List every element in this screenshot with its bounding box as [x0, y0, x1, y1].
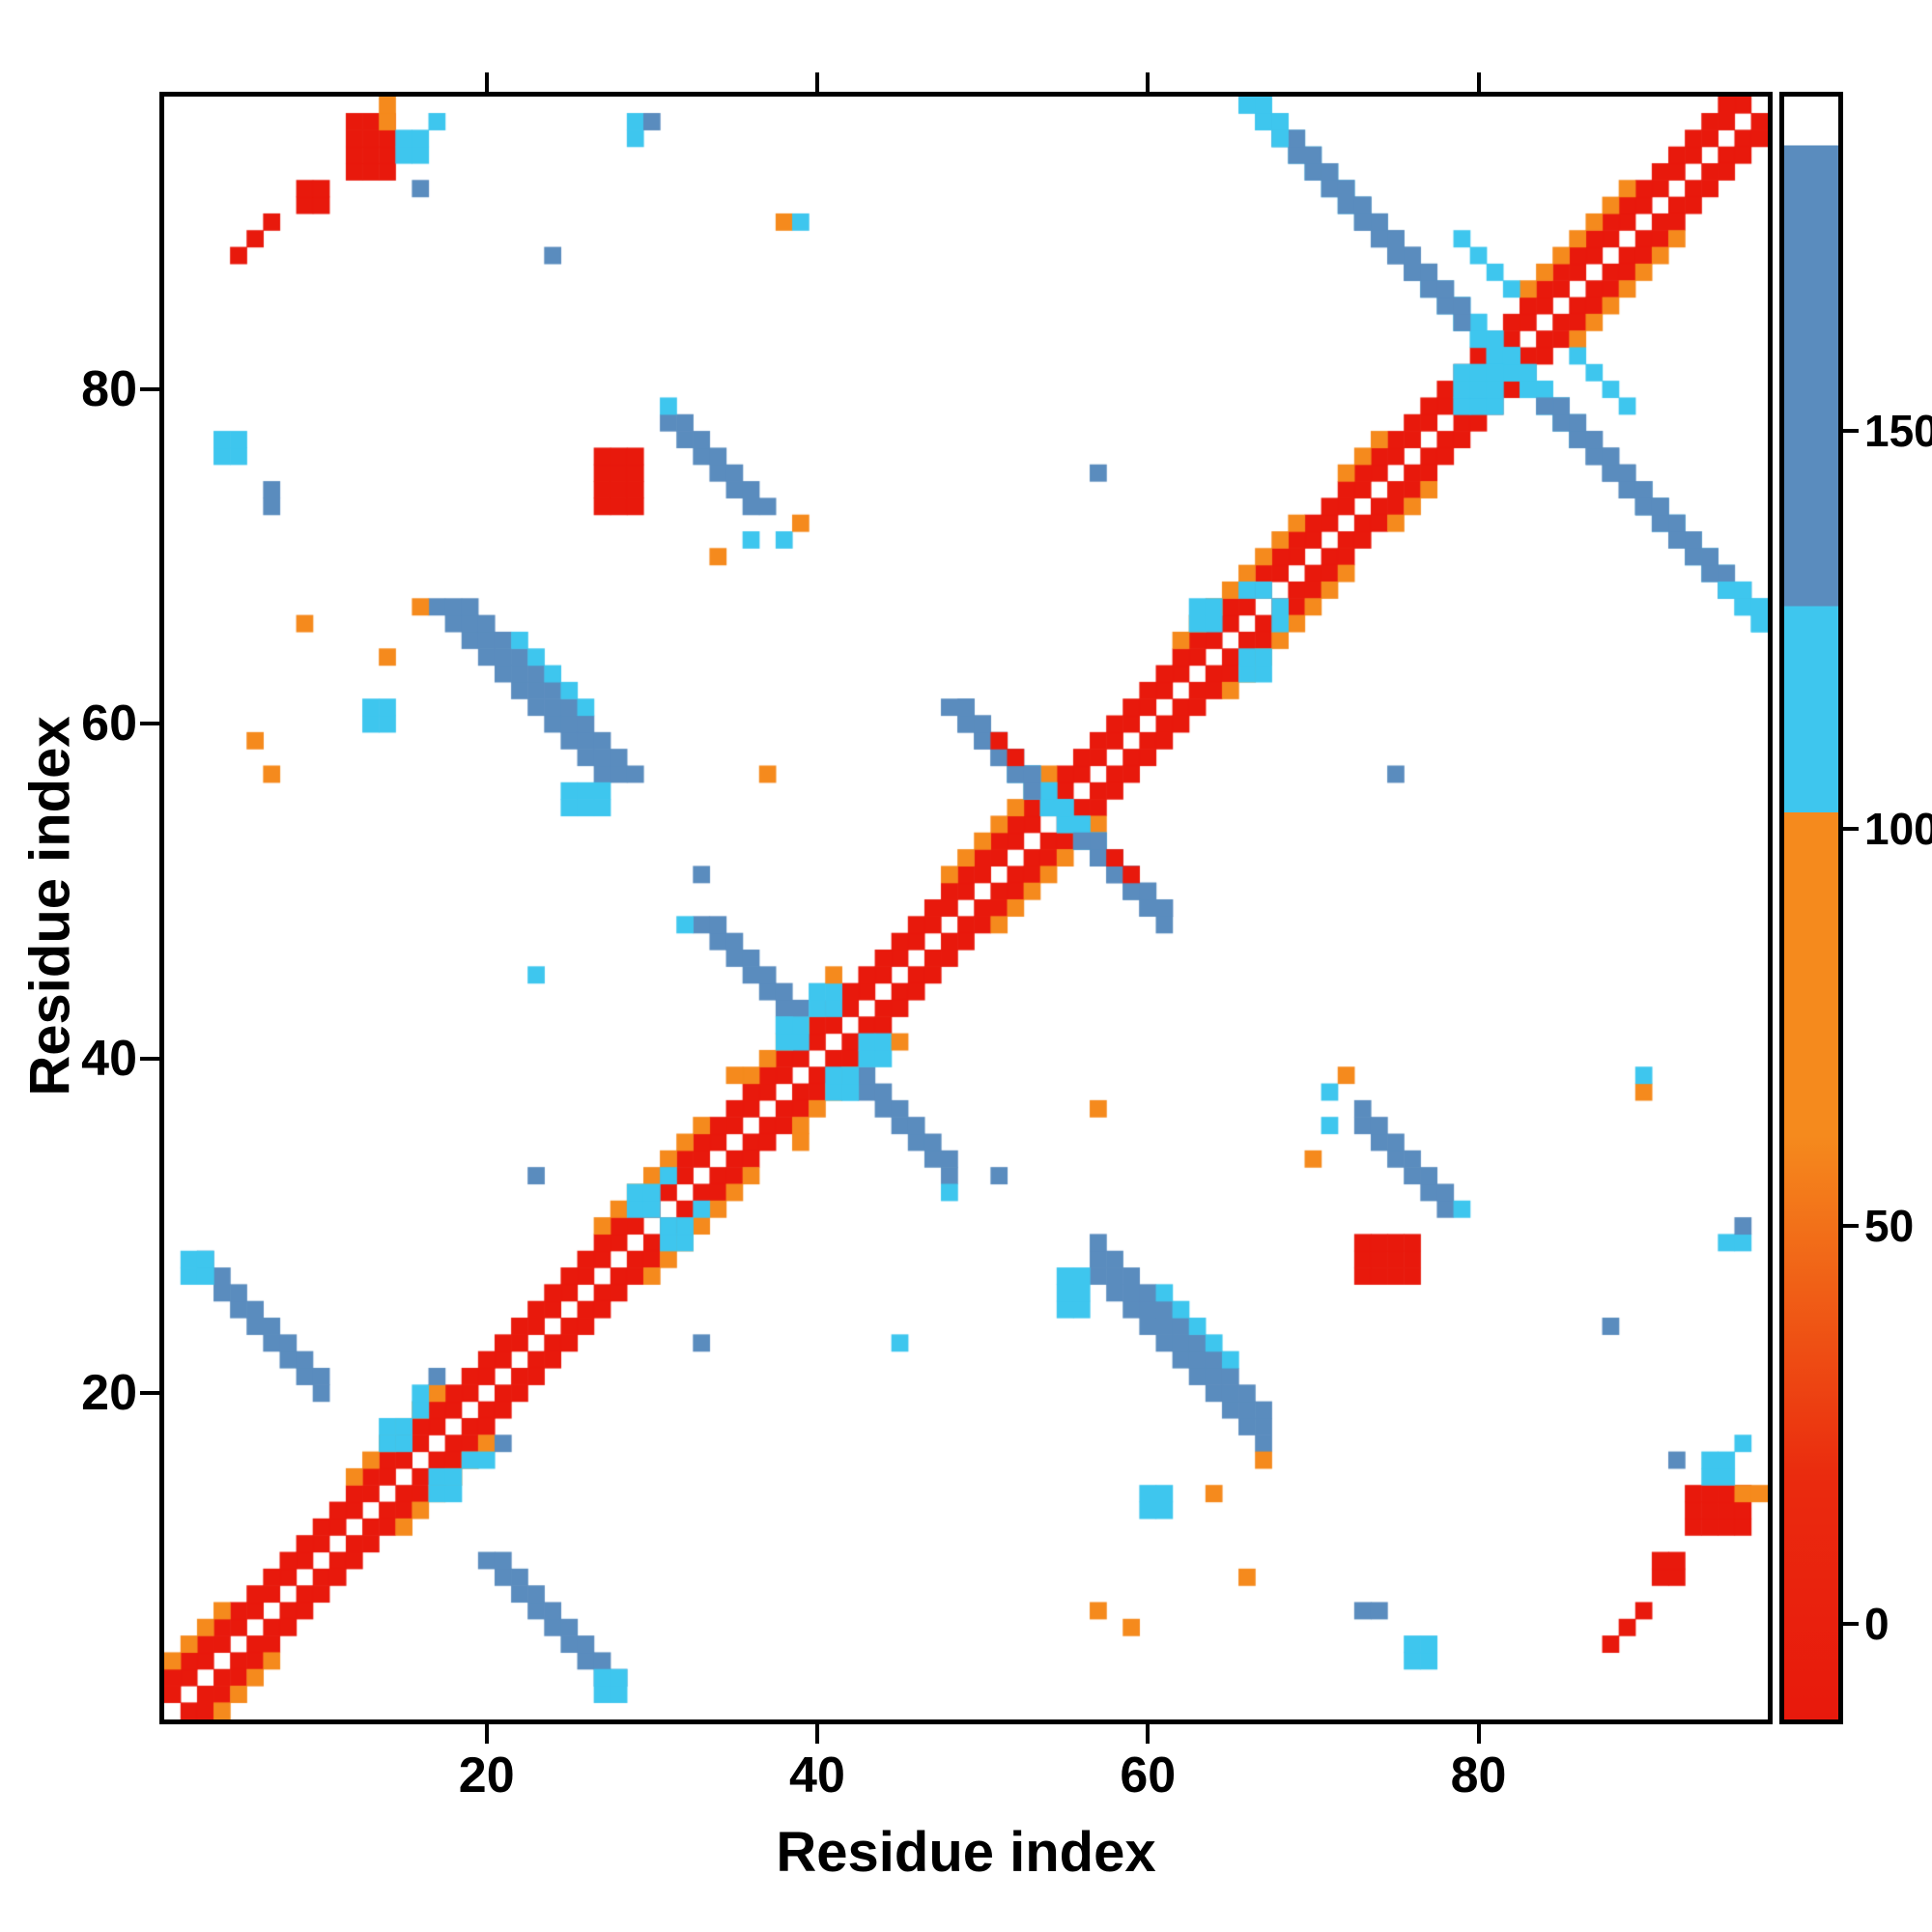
colorbar-tick-mark	[1843, 1622, 1859, 1627]
plot-area	[159, 92, 1773, 1724]
x-tick-mark	[1476, 1724, 1481, 1744]
y-axis-label: Residue index	[18, 716, 82, 1096]
x-tick-label: 80	[1450, 1747, 1507, 1804]
x-axis-label: Residue index	[776, 1821, 1156, 1884]
y-tick-label: 40	[81, 1030, 137, 1087]
x-tick-label: 40	[789, 1747, 845, 1804]
x-tick-mark-top	[1146, 72, 1151, 92]
x-tick-mark	[814, 1724, 819, 1744]
colorbar-tick-label: 50	[1864, 1201, 1915, 1252]
y-tick-label: 60	[81, 696, 137, 753]
y-tick-label: 80	[81, 361, 137, 418]
colorbar-tick-mark	[1843, 826, 1859, 831]
y-tick-mark	[140, 1056, 159, 1061]
y-tick-mark	[140, 1391, 159, 1396]
colorbar-tick-mark	[1843, 428, 1859, 433]
x-tick-mark-top	[814, 72, 819, 92]
y-tick-mark	[140, 387, 159, 392]
colorbar-tick-mark	[1843, 1224, 1859, 1229]
colorbar-tick-label: 100	[1864, 803, 1932, 854]
x-tick-label: 20	[458, 1747, 515, 1804]
heatmap-canvas	[164, 97, 1768, 1719]
y-tick-mark	[140, 722, 159, 726]
x-tick-mark	[484, 1724, 489, 1744]
x-tick-mark	[1146, 1724, 1151, 1744]
colorbar-tick-label: 0	[1864, 1599, 1889, 1650]
x-tick-mark-top	[484, 72, 489, 92]
colorbar	[1779, 92, 1843, 1724]
colorbar-tick-label: 150	[1864, 405, 1932, 456]
x-tick-label: 60	[1120, 1747, 1177, 1804]
x-tick-mark-top	[1476, 72, 1481, 92]
y-tick-label: 20	[81, 1365, 137, 1422]
